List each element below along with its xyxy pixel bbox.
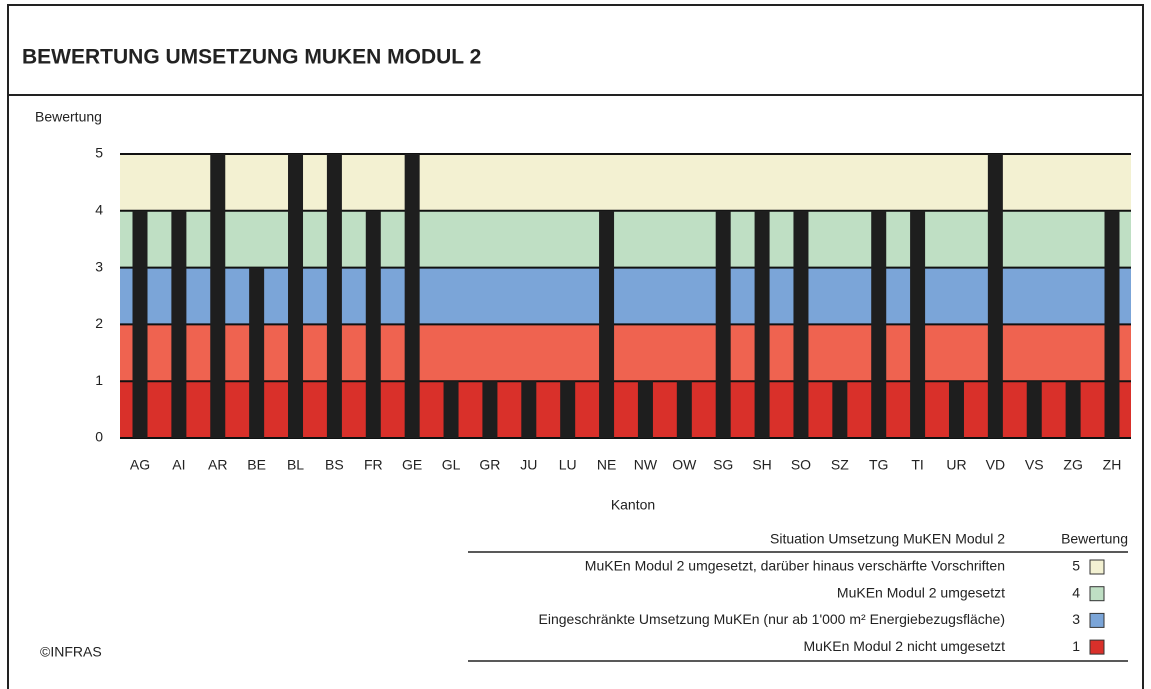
x-tick-label: ZG	[1063, 457, 1082, 473]
bar	[1104, 210, 1120, 438]
x-tick-label: AG	[130, 457, 150, 473]
legend-value: 3	[1072, 611, 1080, 627]
bar	[365, 210, 381, 438]
legend-swatch	[1089, 639, 1105, 655]
x-tick-label: BS	[325, 457, 344, 473]
x-tick-label: GL	[442, 457, 461, 473]
bar	[1026, 381, 1042, 438]
x-axis-label: Kanton	[611, 497, 655, 513]
band	[120, 324, 1131, 382]
bar	[404, 154, 420, 438]
x-tick-label: GE	[402, 457, 422, 473]
legend-value: 1	[1072, 638, 1080, 654]
bar	[521, 381, 537, 438]
x-tick-label: NW	[634, 457, 658, 473]
y-tick-label: 0	[95, 429, 103, 445]
legend-label: MuKEn Modul 2 umgesetzt	[837, 584, 1005, 600]
band	[120, 381, 1131, 438]
band	[120, 267, 1131, 325]
x-tick-label: NE	[597, 457, 616, 473]
x-tick-label: TG	[869, 457, 888, 473]
bar	[132, 210, 148, 438]
y-tick-label: 3	[95, 258, 103, 274]
legend-swatch	[1089, 612, 1105, 628]
x-tick-label: OW	[672, 457, 697, 473]
x-tick-label: ZH	[1103, 457, 1122, 473]
bar	[715, 210, 731, 438]
y-axis-label: Bewertung	[35, 109, 102, 125]
bar	[249, 267, 265, 438]
bar	[987, 154, 1003, 438]
bar	[910, 210, 926, 438]
x-tick-label: SO	[791, 457, 811, 473]
bar	[1065, 381, 1081, 438]
bar	[599, 210, 615, 438]
legend-swatch	[1089, 586, 1105, 602]
bar	[832, 381, 848, 438]
bar	[326, 154, 342, 438]
x-tick-label: VS	[1025, 457, 1044, 473]
bar	[793, 210, 809, 438]
legend-label: MuKEn Modul 2 nicht umgesetzt	[803, 638, 1005, 654]
bar	[637, 381, 653, 438]
band	[120, 154, 1131, 211]
y-tick-label: 5	[95, 145, 103, 161]
bar	[482, 381, 498, 438]
legend-title: Situation Umsetzung MuKEN Modul 2	[770, 531, 1005, 547]
y-tick-label: 2	[95, 315, 103, 331]
x-tick-label: AR	[208, 457, 227, 473]
source: ©INFRAS	[40, 644, 102, 660]
x-tick-label: VD	[986, 457, 1005, 473]
bar	[171, 210, 187, 438]
x-tick-label: JU	[520, 457, 537, 473]
bar	[754, 210, 770, 438]
bar	[560, 381, 576, 438]
bar	[676, 381, 692, 438]
x-tick-label: BL	[287, 457, 304, 473]
bar	[210, 154, 226, 438]
x-tick-label: UR	[946, 457, 966, 473]
legend-label: MuKEn Modul 2 umgesetzt, darüber hinaus …	[585, 558, 1005, 574]
bar	[443, 381, 459, 438]
bar	[288, 154, 304, 438]
x-tick-label: GR	[479, 457, 500, 473]
bar	[871, 210, 887, 438]
legend-value-title: Bewertung	[1061, 531, 1128, 547]
x-tick-label: SH	[752, 457, 771, 473]
frame	[7, 4, 1144, 689]
legend-label: Eingeschränkte Umsetzung MuKEn (nur ab 1…	[539, 611, 1005, 627]
x-tick-label: FR	[364, 457, 383, 473]
legend-value: 4	[1072, 584, 1080, 600]
chart-title: BEWERTUNG UMSETZUNG MUKEN MODUL 2	[22, 46, 481, 69]
x-tick-label: SZ	[831, 457, 849, 473]
x-tick-label: AI	[172, 457, 185, 473]
x-tick-label: BE	[247, 457, 266, 473]
x-tick-label: SG	[713, 457, 733, 473]
bar	[948, 381, 964, 438]
x-tick-label: TI	[911, 457, 923, 473]
legend-value: 5	[1072, 558, 1080, 574]
legend-swatch	[1089, 559, 1105, 575]
y-tick-label: 4	[95, 202, 103, 218]
band	[120, 210, 1131, 268]
x-tick-label: LU	[559, 457, 577, 473]
y-tick-label: 1	[95, 372, 103, 388]
